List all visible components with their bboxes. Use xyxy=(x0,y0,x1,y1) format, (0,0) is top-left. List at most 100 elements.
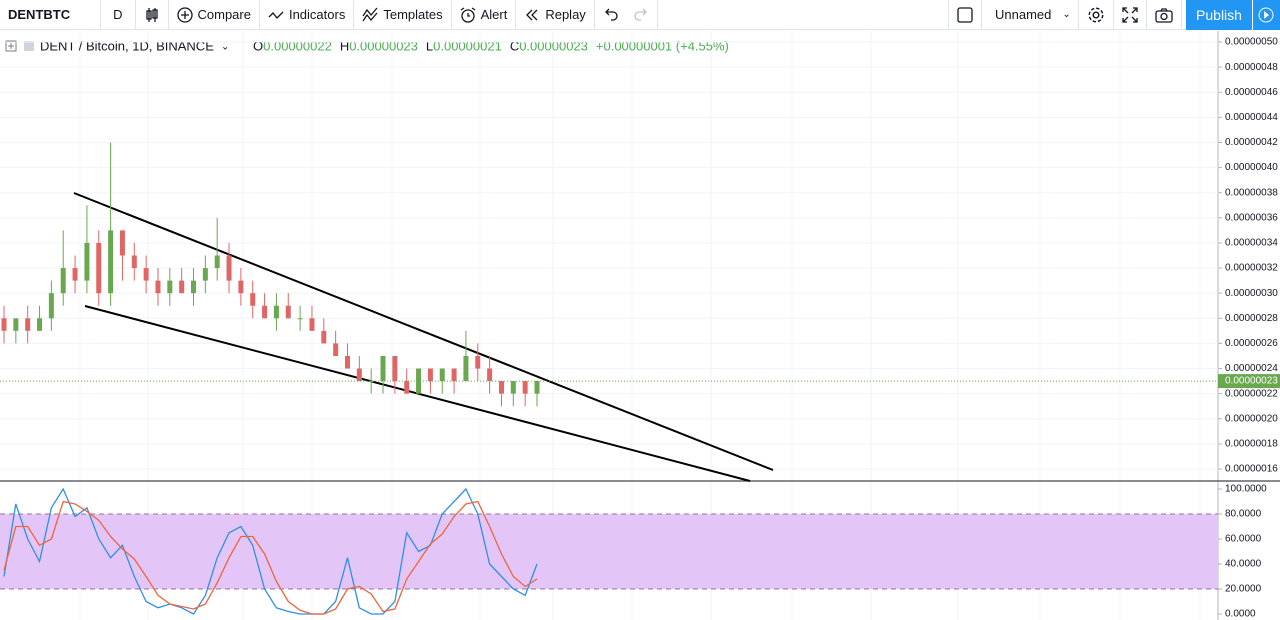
layout-name[interactable]: Unnamed ⌄ xyxy=(982,0,1079,30)
label: Replay xyxy=(545,7,586,22)
indicators-button[interactable]: Indicators xyxy=(260,0,355,30)
candle-body xyxy=(451,368,457,382)
candle-body xyxy=(427,368,433,382)
stoch-line xyxy=(3,487,538,615)
publish-menu[interactable] xyxy=(1252,0,1280,30)
toolbar: DENTBTC D Compare Indicators Templates A… xyxy=(0,0,1280,30)
publish-button[interactable]: Publish xyxy=(1186,0,1252,30)
candle-body xyxy=(262,305,268,319)
y-tick-label: 0.00000028 xyxy=(1225,313,1278,324)
candle-body xyxy=(37,318,43,331)
plus-icon xyxy=(176,6,193,23)
candle-body xyxy=(475,355,481,369)
label: Templates xyxy=(383,7,443,22)
last-price-label: 0.00000023 xyxy=(1225,376,1278,387)
collapse-plus xyxy=(8,43,14,49)
symbol-logo xyxy=(24,41,34,51)
indicator-icon xyxy=(268,11,284,19)
templates-button[interactable]: Templates xyxy=(354,0,452,30)
caret: ⌄ xyxy=(1062,9,1071,20)
candle-body xyxy=(273,305,279,319)
y-tick-label: 0.00000038 xyxy=(1225,187,1278,198)
y-tick-label: 0.00000030 xyxy=(1225,288,1278,299)
candle-body xyxy=(250,293,256,306)
settings-button[interactable] xyxy=(1079,0,1114,30)
candle-body xyxy=(416,368,422,394)
candle-body xyxy=(498,381,504,394)
candle-body xyxy=(463,355,469,382)
replay-icon xyxy=(526,9,538,20)
legend-label: H xyxy=(340,38,349,53)
candle-body xyxy=(167,280,173,294)
y-tick-label: 40.0000 xyxy=(1225,559,1262,570)
y-tick-label: 0.00000036 xyxy=(1225,212,1278,223)
chart: DENT / Bitcoin, 1D, BINANCE ⌄ O 0.0000002… xyxy=(0,31,1280,620)
redo-icon[interactable] xyxy=(633,7,649,23)
candle-body xyxy=(534,381,540,394)
candle-body xyxy=(179,280,185,294)
candle-body xyxy=(48,293,54,319)
candle-body xyxy=(226,255,232,281)
y-tick-label: 0.0000 xyxy=(1225,609,1256,620)
legend-caret[interactable]: ⌄ xyxy=(221,42,229,53)
candle-icon xyxy=(145,7,158,22)
y-tick-label: 60.0000 xyxy=(1225,534,1262,545)
legend-label: L xyxy=(426,38,433,53)
interval-button[interactable]: D xyxy=(101,0,136,30)
candle-body xyxy=(392,355,398,382)
candle-body xyxy=(13,318,19,331)
candle-body xyxy=(60,268,66,294)
y-tick-label: 0.00000032 xyxy=(1225,263,1278,274)
y-tick-label: 0.00000024 xyxy=(1225,363,1278,374)
candle-body xyxy=(72,268,78,281)
y-tick-label: 0.00000046 xyxy=(1225,87,1278,98)
undo-redo[interactable] xyxy=(595,0,658,30)
candle-body xyxy=(84,242,90,281)
y-tick-label: 0.00000048 xyxy=(1225,62,1278,73)
gear-icon xyxy=(1088,7,1104,22)
label: Indicators xyxy=(288,7,346,22)
square-icon xyxy=(957,6,973,23)
candle-body xyxy=(214,255,220,269)
candle-body xyxy=(404,381,410,394)
candle-body xyxy=(191,280,197,294)
legend-symbol[interactable]: DENT / Bitcoin, 1D, BINANCE xyxy=(40,38,214,53)
replay-button[interactable]: Replay xyxy=(516,0,595,30)
candle-body xyxy=(321,330,327,344)
candle-body xyxy=(297,318,303,320)
snapshot-button[interactable] xyxy=(1147,0,1182,30)
candle-body xyxy=(1,318,7,331)
candle-body xyxy=(285,305,291,319)
legend-value: 0.00000023 xyxy=(349,38,418,53)
stoch-line xyxy=(3,500,538,615)
candle-body xyxy=(380,355,386,382)
candle-body xyxy=(119,230,125,256)
compare-button[interactable]: Compare xyxy=(169,0,260,30)
collapse-icon[interactable] xyxy=(5,40,17,52)
y-tick-label: 0.00000018 xyxy=(1225,439,1278,450)
template-icon xyxy=(362,7,378,21)
y-tick-label: 80.0000 xyxy=(1225,509,1262,520)
candle-body xyxy=(333,343,339,356)
label: Compare xyxy=(197,7,251,22)
fullscreen-button[interactable] xyxy=(1114,0,1147,30)
y-tick-label: 0.00000022 xyxy=(1225,388,1278,399)
legend-change: +0.00000001 (+4.55%) xyxy=(596,38,729,53)
chart-type-button[interactable] xyxy=(136,0,169,30)
candle-body xyxy=(510,381,516,394)
legend-value: 0.00000021 xyxy=(433,38,502,53)
label: Unnamed xyxy=(995,7,1052,22)
y-tick-label: 100.0000 xyxy=(1225,484,1267,495)
trendline xyxy=(73,192,774,471)
layout-toggle[interactable] xyxy=(948,0,982,30)
candle-body xyxy=(368,381,374,383)
camera-icon xyxy=(1155,7,1173,23)
alert-button[interactable]: Alert xyxy=(452,0,517,30)
candle-body xyxy=(108,230,114,294)
last-price-badge xyxy=(1218,374,1280,389)
undo-icon[interactable] xyxy=(603,7,619,23)
symbol-button[interactable]: DENTBTC xyxy=(0,0,102,30)
legend-value: 0.00000022 xyxy=(263,38,332,53)
candle-body xyxy=(238,280,244,294)
